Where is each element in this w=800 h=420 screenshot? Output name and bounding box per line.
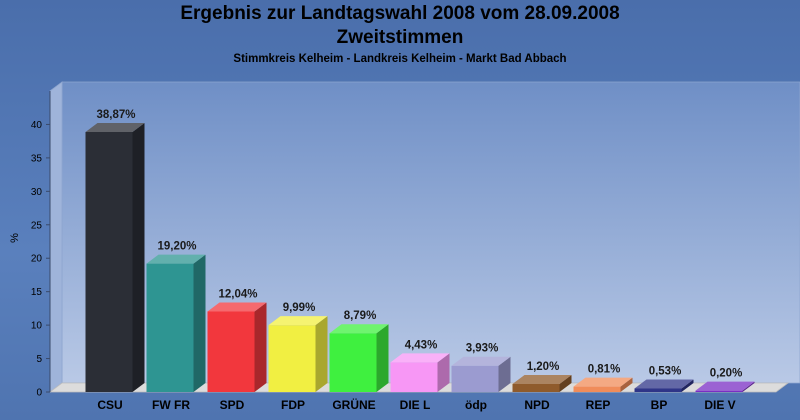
side-wall [49,81,63,393]
bar-series: 38,87% 19,20% 12,04% 9,99% 8,79% 4,43% 3,93% 1,… [85,109,755,393]
bar-front [573,386,621,392]
y-tick-label: 30 [31,187,43,198]
x-tick-label: BP [651,398,668,412]
bar-front [146,263,194,392]
y-axis: 0 5 10 15 20 25 30 35 40 [31,91,51,399]
bar-top [573,377,633,387]
x-tick-label: NPD [524,398,550,412]
y-tick-label: 20 [31,254,43,265]
y-axis-label: % [9,233,21,243]
y-tick-label: 5 [36,354,42,365]
bar-side [498,356,511,392]
data-label: 8,79% [344,310,377,322]
bar-bp: 0,53% [634,365,694,392]
data-label: 9,99% [283,302,316,314]
data-label: 0,20% [710,368,743,380]
bar-side [132,123,145,392]
bar-front [451,365,499,392]
bar-npd: 1,20% [512,361,572,392]
bar-side [254,302,267,392]
y-tick-label: 0 [36,388,42,399]
bar-front [634,388,682,392]
bar-top [207,302,267,312]
y-tick-label: 35 [31,153,43,164]
y-tick-label: 10 [31,321,43,332]
bar-side [620,377,633,392]
x-tick-label: CSU [97,398,122,412]
bar-top [390,353,450,363]
bar-front [85,132,133,393]
x-tick-label: ödp [465,398,487,412]
data-label: 0,53% [649,365,682,377]
bar-top [268,316,328,326]
bar-front [390,362,438,392]
bar-fw-fr: 19,20% [146,241,206,392]
bar-side [376,324,389,392]
bar-front [695,390,743,392]
data-label: 1,20% [527,361,560,373]
x-tick-label: SPD [220,398,245,412]
chart-caption: Stimmkreis Kelheim - Landkreis Kelheim -… [233,53,567,65]
chart-title: Ergebnis zur Landtagswahl 2008 vom 28.09… [180,3,620,24]
y-tick-label: 15 [31,287,43,298]
x-tick-label: DIE V [704,398,735,412]
bar-top [329,324,389,334]
data-label: 12,04% [218,288,257,300]
bar-side [437,353,450,392]
bar-grüne: 8,79% [329,310,389,392]
bar-ödp: 3,93% [451,343,511,392]
bar-front [207,311,255,392]
x-tick-label: DIE L [400,398,431,412]
bar-front [329,333,377,392]
bar-die-l: 4,43% [390,339,450,392]
x-tick-label: REP [586,398,611,412]
bar-front [512,383,560,392]
bar-top [146,254,206,264]
x-tick-label: FDP [281,398,305,412]
bar-side [681,379,694,392]
x-tick-label: FW FR [152,398,190,412]
bar-side [559,374,572,392]
bar-side [193,254,206,392]
data-label: 4,43% [405,339,438,351]
bar-top [451,356,511,366]
bar-fdp: 9,99% [268,302,328,392]
bar-front [268,325,316,392]
category-labels: CSU FW FR SPD FDP GRÜNE DIE L ödp NPD REP BP DIE V [97,397,735,412]
bar-spd: 12,04% [207,288,267,392]
bar-die-v: 0,20% [695,368,755,392]
y-tick-label: 25 [31,220,43,231]
bar-top [634,379,694,389]
x-tick-label: GRÜNE [332,397,375,412]
bar-top [512,374,572,384]
bar-top [695,381,755,391]
bar-top [85,123,145,133]
data-label: 38,87% [96,109,135,121]
bar-side [315,316,328,392]
y-tick-label: 40 [31,120,43,131]
bar-csu: 38,87% [85,109,145,393]
data-label: 0,81% [588,364,621,376]
bar-rep: 0,81% [573,364,633,392]
bar-side [742,381,755,392]
chart-subtitle: Zweitstimmen [336,27,464,48]
data-label: 3,93% [466,343,499,355]
data-label: 19,20% [157,241,196,253]
